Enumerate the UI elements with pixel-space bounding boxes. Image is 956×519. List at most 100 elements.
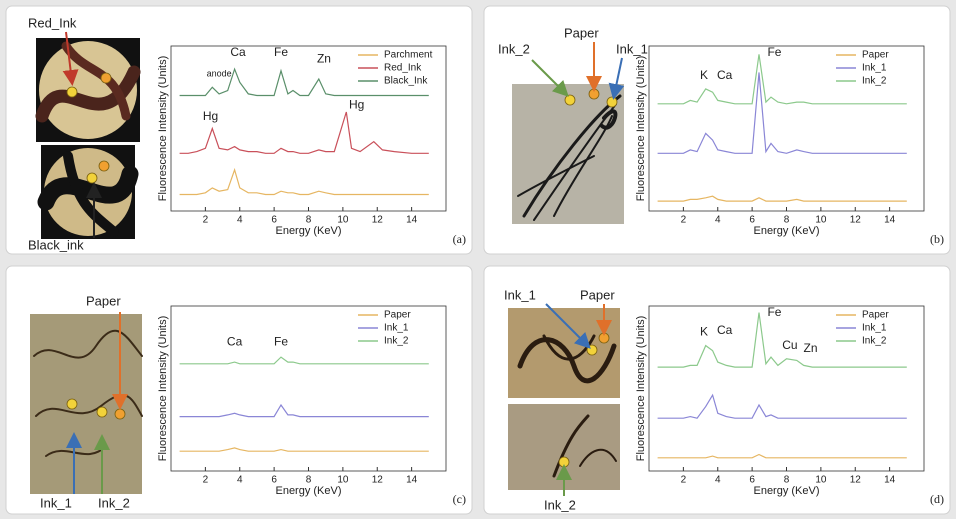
peak-annotation: K [700, 325, 708, 339]
sample-spot [558, 456, 570, 468]
legend-label: Ink_2 [862, 336, 887, 347]
spectrum-line [657, 393, 907, 419]
legend-label: Paper [862, 50, 889, 61]
spectrum-line [657, 54, 907, 105]
x-axis-label: Energy (KeV) [753, 225, 819, 237]
peak-annotation: K [700, 68, 708, 82]
legend-label: Ink_2 [862, 76, 887, 87]
photo-label: Ink_2 [544, 497, 576, 512]
sample-spot [66, 398, 78, 410]
peak-annotation: Fe [274, 45, 288, 59]
x-tick-label: 14 [884, 215, 896, 226]
spectrum-line [179, 356, 429, 365]
x-tick-label: 12 [372, 215, 384, 226]
x-tick-label: 10 [337, 475, 349, 486]
legend-label: Paper [862, 310, 889, 321]
sample-spot [606, 96, 618, 108]
spectrum-line [179, 167, 429, 196]
spectrum-line [657, 312, 907, 368]
x-tick-label: 10 [815, 475, 827, 486]
spectrum-line [657, 72, 907, 154]
ink-stroke [45, 445, 107, 457]
photo-label: Paper [580, 287, 615, 302]
ink-stroke [35, 394, 143, 417]
sample-spot [86, 172, 98, 184]
x-tick-label: 2 [681, 475, 687, 486]
photo-label: Ink_2 [498, 41, 530, 56]
photo-group: Red_Ink Black_ink [28, 15, 141, 252]
legend-label: Paper [384, 310, 411, 321]
x-axis-label: Energy (KeV) [275, 485, 341, 497]
peak-annotation: Zn [804, 341, 818, 355]
photo-label: Red_Ink [28, 15, 77, 30]
x-tick-label: 4 [237, 215, 243, 226]
photo-label: Black_ink [28, 237, 84, 252]
photo-group: Ink_2 Paper Ink_1 [498, 25, 648, 224]
sample-spot [588, 88, 600, 100]
sample-spot [598, 332, 610, 344]
legend-label: Ink_1 [862, 63, 887, 74]
peak-annotation: Fe [274, 334, 288, 348]
legend-label: Ink_1 [862, 323, 887, 334]
x-tick-label: 14 [406, 475, 418, 486]
peak-annotation: Cu [782, 338, 797, 352]
arrow [531, 59, 569, 97]
panel-label: (d) [930, 492, 944, 506]
peak-annotation: Zn [317, 51, 331, 65]
peak-annotation: anode [207, 68, 232, 78]
peak-annotation: Hg [349, 98, 364, 112]
panel-label: (b) [930, 232, 944, 246]
photo [39, 41, 137, 139]
peak-annotation: Ca [230, 45, 246, 59]
x-tick-label: 14 [406, 215, 418, 226]
x-axis-label: Energy (KeV) [275, 225, 341, 237]
x-tick-label: 6 [271, 475, 277, 486]
arrow [62, 31, 79, 86]
spectrum-line [657, 195, 907, 202]
arrow [608, 57, 625, 100]
x-tick-label: 8 [306, 215, 312, 226]
x-tick-label: 4 [715, 215, 721, 226]
panel-label: (a) [453, 232, 466, 246]
legend-label: Ink_2 [384, 336, 409, 347]
x-tick-label: 10 [337, 215, 349, 226]
x-tick-label: 2 [681, 215, 687, 226]
x-tick-label: 6 [271, 215, 277, 226]
sample-spot [96, 406, 108, 418]
peak-annotation: Fe [767, 45, 781, 59]
photo-label: Ink_2 [98, 495, 130, 510]
x-tick-label: 2 [203, 215, 209, 226]
spectrum-line [179, 447, 429, 452]
spectrum-line [179, 67, 429, 97]
photo-group: Paper Ink_1 Ink_2 [30, 293, 143, 510]
sample-spot [66, 86, 78, 98]
peak-annotation: Ca [717, 323, 733, 337]
sample-spot [586, 344, 598, 356]
photo-label: Ink_1 [40, 495, 72, 510]
x-tick-label: 14 [884, 475, 896, 486]
x-tick-label: 6 [749, 215, 755, 226]
panel-label: (c) [453, 492, 466, 506]
peak-annotation: Ca [227, 334, 243, 348]
peak-annotation: Fe [767, 305, 781, 319]
x-tick-label: 6 [749, 475, 755, 486]
ink-stroke [61, 41, 131, 121]
ink-stroke [33, 329, 143, 359]
x-tick-label: 12 [372, 475, 384, 486]
x-tick-label: 8 [306, 475, 312, 486]
y-axis-label: Fluorescence Intensity (Units) [635, 316, 647, 462]
x-tick-label: 12 [850, 215, 862, 226]
y-axis-label: Fluorescence Intensity (Units) [157, 56, 169, 202]
y-axis-label: Fluorescence Intensity (Units) [157, 316, 169, 462]
sample-spot [98, 160, 110, 172]
ink-stroke [517, 337, 617, 384]
x-tick-label: 4 [715, 475, 721, 486]
x-axis-label: Energy (KeV) [753, 485, 819, 497]
sample-spot [100, 72, 112, 84]
spectrum-line [657, 453, 907, 459]
peak-annotation: Hg [203, 109, 218, 123]
sample-spot [564, 94, 576, 106]
ink-stroke [600, 109, 618, 130]
x-tick-label: 4 [237, 475, 243, 486]
